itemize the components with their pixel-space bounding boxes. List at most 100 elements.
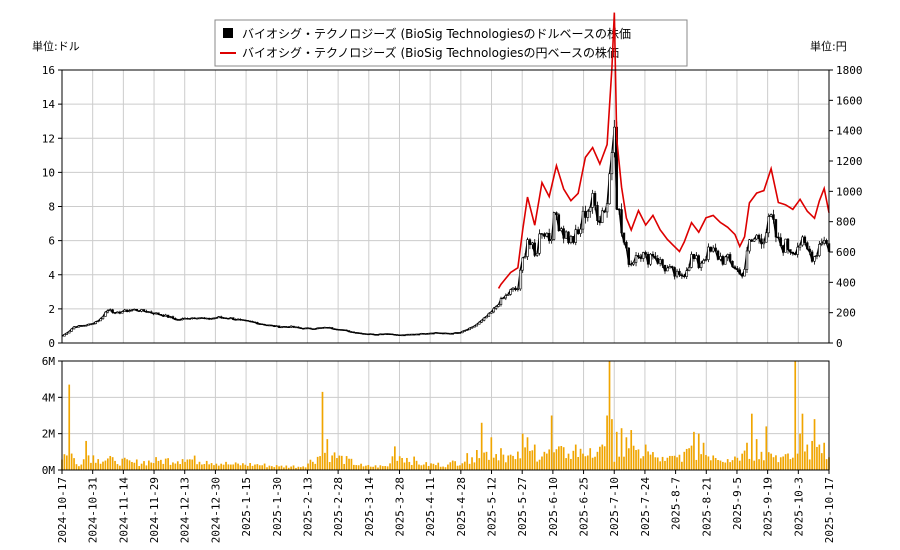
- candle-body: [755, 234, 758, 240]
- candle-body: [410, 334, 413, 336]
- candle-body: [287, 326, 290, 328]
- candle-body: [256, 322, 259, 325]
- volume-bar: [606, 415, 608, 470]
- candle-body: [728, 254, 732, 262]
- volume-bar: [155, 457, 157, 470]
- candle-body: [359, 332, 363, 335]
- volume-bar: [186, 459, 189, 470]
- volume-bar: [239, 465, 242, 470]
- candle-body: [762, 241, 766, 245]
- candle-body: [362, 333, 365, 335]
- left-unit-label: 単位:ドル: [32, 39, 80, 53]
- candle-body: [309, 327, 312, 330]
- volume-bar: [179, 464, 182, 470]
- volume-bar: [444, 467, 447, 470]
- volume-bar: [398, 456, 401, 470]
- candle-body: [531, 242, 534, 245]
- volume-bar: [671, 455, 674, 470]
- candle-body: [502, 297, 505, 300]
- candle-body: [217, 316, 220, 319]
- candle-body: [724, 256, 727, 265]
- candle-body: [579, 228, 582, 234]
- candle-body: [323, 327, 327, 329]
- candle-body: [125, 309, 129, 312]
- volume-bar: [743, 450, 746, 470]
- volume-bar: [570, 458, 572, 470]
- candle-body: [673, 267, 676, 277]
- volume-bar: [85, 440, 87, 470]
- candle-body: [72, 326, 76, 330]
- candle-body: [663, 264, 667, 272]
- candle-body: [649, 253, 652, 265]
- volume-bar: [208, 464, 210, 470]
- volume-bar: [133, 462, 136, 470]
- volume-bar: [734, 456, 736, 470]
- volume-bar: [517, 451, 519, 470]
- candle-body: [367, 333, 370, 336]
- candle-body: [683, 275, 686, 277]
- candle-body: [458, 332, 462, 334]
- candle-body: [637, 255, 640, 258]
- candle-body: [388, 333, 392, 336]
- volume-bar: [577, 456, 579, 470]
- candle-body: [473, 325, 476, 328]
- volume-bar: [205, 460, 208, 470]
- candle-body: [210, 318, 213, 320]
- volume-bar: [615, 431, 618, 470]
- candle-body: [439, 332, 442, 335]
- candle-body: [567, 231, 570, 244]
- volume-bar: [420, 465, 423, 470]
- candle-body: [176, 319, 179, 321]
- volume-bar: [435, 465, 437, 470]
- volume-bar: [333, 452, 336, 470]
- volume-bar: [717, 460, 719, 470]
- volume-bar: [478, 458, 481, 470]
- volume-bar: [99, 463, 102, 470]
- candle-body: [813, 256, 816, 262]
- candle-body: [251, 321, 254, 323]
- volume-bar: [664, 460, 666, 470]
- volume-bar: [184, 461, 186, 470]
- candle-body: [661, 259, 664, 266]
- candle-body: [608, 173, 611, 205]
- candle-body: [369, 333, 372, 336]
- volume-bar: [353, 464, 355, 470]
- volume-bar: [480, 422, 483, 470]
- volume-bar: [709, 460, 712, 470]
- volume-bar: [806, 444, 809, 470]
- volume-bar: [268, 465, 271, 470]
- legend: バイオシグ・テクノロジーズ (BioSig Technologiesのドルベース…: [214, 19, 688, 67]
- candle-body: [270, 324, 274, 327]
- candle-body: [480, 320, 483, 323]
- candle-body: [405, 334, 409, 336]
- volume-bar: [635, 450, 637, 470]
- candle-body: [736, 268, 739, 271]
- candle-body: [75, 326, 78, 328]
- volume-bar: [729, 462, 731, 470]
- volume-bar: [258, 465, 261, 470]
- candle-body: [429, 332, 433, 335]
- volume-bar: [234, 462, 237, 470]
- candle-body: [470, 326, 474, 329]
- volume-tick-label: 0M: [42, 464, 56, 477]
- left-tick-label: 12: [42, 132, 55, 145]
- candle-body: [379, 333, 382, 336]
- volume-bar: [111, 457, 114, 470]
- candle-body: [280, 326, 283, 329]
- volume-bar: [121, 458, 124, 470]
- candle-body: [586, 211, 590, 218]
- volume-bar: [509, 454, 512, 470]
- volume-bar: [502, 454, 505, 470]
- candle-body: [398, 334, 401, 336]
- candle-body: [806, 242, 809, 250]
- candle-body: [743, 269, 746, 277]
- volume-bar: [169, 464, 172, 470]
- candle-body: [642, 252, 645, 259]
- x-tick-label: 2025-6-10: [547, 477, 560, 537]
- candle-body: [420, 333, 423, 335]
- legend-marker-usd: [223, 28, 233, 38]
- candle-body: [620, 209, 623, 234]
- volume-bar: [227, 464, 230, 470]
- candle-body: [183, 318, 187, 320]
- x-tick-label: 2024-12-13: [179, 477, 192, 543]
